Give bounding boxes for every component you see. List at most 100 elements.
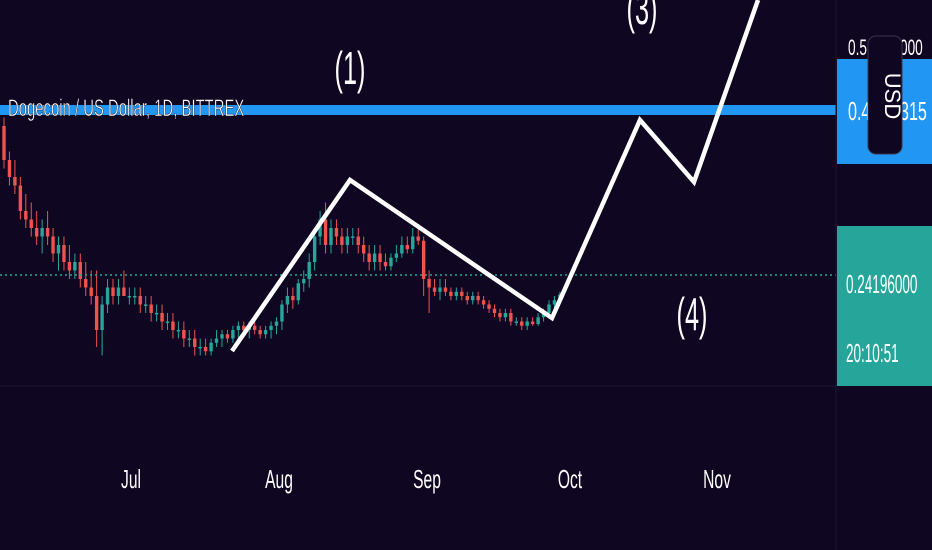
candle-body: [509, 313, 513, 322]
candle-body: [416, 236, 420, 241]
candle-body: [171, 321, 175, 330]
candle: [24, 194, 28, 228]
candle-body: [443, 287, 448, 292]
candle: [236, 321, 241, 339]
resistance-line[interactable]: [0, 105, 836, 115]
candle-body: [372, 253, 377, 262]
candle: [160, 304, 164, 330]
candle-body: [122, 287, 126, 296]
candle: [138, 287, 142, 313]
candle-body: [465, 296, 469, 301]
candle-body: [405, 245, 409, 250]
candle: [405, 236, 409, 254]
candle-body: [214, 338, 219, 343]
candle-body: [536, 317, 540, 325]
wave-label-1: (1): [335, 42, 366, 94]
candle: [476, 291, 480, 305]
candle: [187, 330, 191, 347]
candle: [454, 287, 459, 301]
candle-body: [285, 296, 290, 305]
candle: [89, 270, 93, 305]
last-price-badge: [837, 226, 932, 386]
x-tick-label: Nov: [703, 465, 731, 494]
candle-body: [18, 185, 23, 211]
candle-body: [220, 334, 224, 339]
candle-body: [73, 262, 77, 271]
candle: [214, 330, 219, 347]
candle-body: [116, 287, 121, 296]
candle-body: [274, 321, 279, 326]
candle-body: [209, 342, 213, 352]
candle: [176, 321, 181, 339]
candle-body: [187, 338, 191, 340]
candle: [367, 245, 371, 271]
candle: [274, 317, 279, 335]
candle-body: [340, 236, 344, 245]
x-tick-label: Aug: [265, 465, 293, 494]
candle: [171, 313, 175, 339]
currency-button[interactable]: [867, 35, 903, 155]
candle: [198, 338, 202, 356]
candle-body: [323, 219, 328, 245]
candle-body: [24, 211, 28, 220]
candle: [443, 279, 448, 296]
candle-body: [45, 228, 50, 237]
candle-body: [144, 304, 148, 306]
candle-body: [111, 287, 115, 296]
elliott-wave-path[interactable]: [230, 0, 761, 353]
candle-body: [498, 313, 502, 318]
candle-body: [133, 296, 137, 298]
candle-body: [514, 321, 518, 323]
candle: [351, 228, 355, 245]
candle-body: [367, 253, 371, 262]
candle: [40, 219, 44, 254]
resistance-price-left: 0.4: [848, 96, 870, 126]
candle: [509, 308, 513, 326]
candle: [492, 304, 497, 318]
candle-body: [100, 304, 104, 330]
candle-body: [62, 245, 66, 262]
candle: [149, 296, 153, 322]
candle: [302, 270, 306, 292]
candle: [105, 279, 110, 313]
candle: [182, 321, 186, 347]
candle-body: [438, 287, 442, 292]
candle: [334, 219, 339, 245]
candle-body: [318, 219, 322, 237]
candle: [318, 211, 322, 245]
candle-body: [105, 287, 110, 305]
candle-body: [520, 321, 524, 326]
candle: [263, 325, 268, 339]
candle: [13, 160, 17, 194]
candle: [378, 245, 382, 271]
x-tick-label: Sep: [413, 465, 441, 494]
price-scale: 0.5 000 0.4 315 USD 0.24196000 20:10:51: [837, 35, 932, 386]
candle: [323, 202, 328, 254]
price-tick-top-left: 0.5: [848, 35, 867, 60]
x-tick-label: Jul: [121, 465, 141, 494]
candle: [416, 228, 420, 245]
candle: [394, 245, 399, 262]
candle-body: [182, 330, 186, 339]
candle-body: [291, 296, 295, 301]
candle-body: [176, 330, 181, 332]
candle-body: [356, 236, 360, 245]
candle-body: [78, 262, 82, 279]
candle-body: [476, 296, 480, 301]
symbol-title: Dogecoin / US Dollar, 1D, BITTREX: [8, 96, 244, 122]
candle: [7, 151, 12, 186]
candle-body: [94, 296, 99, 330]
candle-body: [160, 313, 164, 322]
candle: [438, 279, 442, 301]
candle-body: [127, 296, 132, 298]
candle: [193, 330, 197, 356]
candle: [127, 287, 132, 305]
candle: [62, 236, 66, 271]
candle-body: [253, 325, 257, 330]
resistance-price-right: 315: [900, 96, 927, 126]
candle-body: [421, 240, 426, 279]
candle-body: [231, 330, 235, 339]
candle-body: [378, 253, 382, 262]
candle: [56, 236, 61, 271]
